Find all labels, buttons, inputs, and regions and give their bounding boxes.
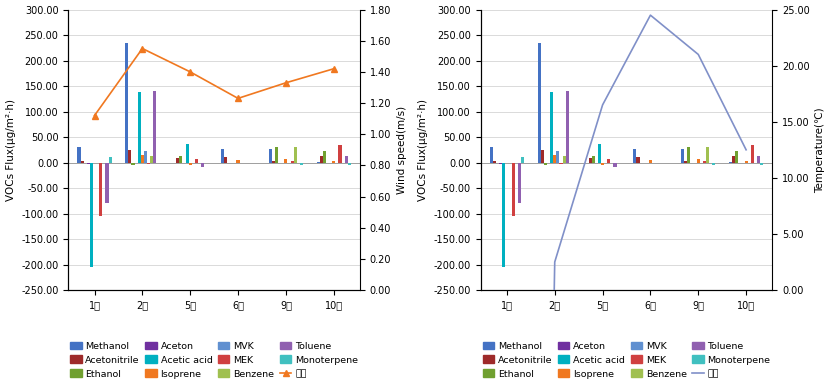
- Bar: [125, 43, 128, 163]
- Bar: [613, 163, 617, 166]
- Bar: [553, 155, 556, 163]
- Bar: [493, 161, 496, 163]
- Y-axis label: VOCs Flux(μg/m²·h): VOCs Flux(μg/m²·h): [418, 99, 428, 201]
- Bar: [128, 150, 131, 163]
- Bar: [138, 92, 140, 163]
- Bar: [538, 43, 541, 163]
- Bar: [179, 156, 183, 163]
- Bar: [502, 163, 505, 267]
- Bar: [300, 163, 303, 165]
- Y-axis label: VOCs Flux(μg/m²·h): VOCs Flux(μg/m²·h): [6, 99, 16, 201]
- Bar: [237, 160, 239, 163]
- Bar: [518, 163, 521, 203]
- Bar: [563, 156, 566, 163]
- Y-axis label: Temperature(℃): Temperature(℃): [815, 107, 825, 193]
- Bar: [541, 150, 543, 163]
- Bar: [140, 155, 144, 163]
- Bar: [106, 163, 109, 203]
- Bar: [176, 158, 179, 163]
- Bar: [194, 159, 198, 163]
- Bar: [543, 163, 547, 165]
- Bar: [323, 151, 326, 163]
- Bar: [345, 156, 347, 163]
- Bar: [757, 156, 760, 163]
- Bar: [109, 158, 111, 163]
- Bar: [588, 158, 592, 163]
- Bar: [681, 149, 684, 163]
- Bar: [566, 91, 568, 163]
- Bar: [703, 161, 706, 163]
- Bar: [153, 91, 156, 163]
- Legend: Methanol, Acetonitrile, Ethanol, Aceton, Acetic acid, Isoprene, MVK, MEK, Benzen: Methanol, Acetonitrile, Ethanol, Aceton,…: [480, 340, 772, 380]
- Bar: [81, 161, 84, 163]
- Bar: [637, 158, 640, 163]
- Bar: [320, 156, 323, 163]
- Bar: [735, 151, 738, 163]
- Bar: [706, 147, 709, 163]
- Bar: [592, 156, 595, 163]
- Bar: [729, 161, 732, 163]
- Bar: [732, 156, 735, 163]
- Bar: [633, 149, 637, 163]
- Bar: [99, 163, 102, 216]
- Legend: Methanol, Acetonitrile, Ethanol, Aceton, Acetic acid, Isoprene, MVK, MEK, Benzen: Methanol, Acetonitrile, Ethanol, Aceton,…: [68, 340, 360, 380]
- Bar: [189, 163, 192, 165]
- Bar: [90, 163, 93, 267]
- Bar: [284, 159, 288, 163]
- Bar: [521, 158, 524, 163]
- Bar: [317, 161, 320, 163]
- Bar: [272, 161, 275, 163]
- Bar: [131, 163, 135, 165]
- Bar: [750, 145, 754, 163]
- Bar: [150, 156, 153, 163]
- Bar: [696, 159, 700, 163]
- Bar: [221, 149, 224, 163]
- Bar: [347, 163, 351, 165]
- Bar: [649, 160, 652, 163]
- Bar: [760, 163, 763, 165]
- Bar: [77, 147, 81, 163]
- Bar: [291, 161, 293, 163]
- Bar: [86, 163, 90, 164]
- Bar: [293, 147, 297, 163]
- Bar: [684, 161, 687, 163]
- Bar: [745, 161, 748, 163]
- Bar: [556, 151, 559, 163]
- Bar: [224, 158, 227, 163]
- Bar: [489, 147, 493, 163]
- Bar: [268, 149, 272, 163]
- Bar: [601, 163, 604, 165]
- Bar: [512, 163, 514, 216]
- Bar: [687, 147, 691, 163]
- Bar: [144, 151, 147, 163]
- Bar: [712, 163, 715, 165]
- Bar: [338, 145, 342, 163]
- Bar: [550, 92, 553, 163]
- Bar: [598, 144, 601, 163]
- Bar: [275, 147, 278, 163]
- Bar: [332, 161, 335, 163]
- Y-axis label: Wind speed(m/s): Wind speed(m/s): [397, 106, 407, 194]
- Bar: [185, 144, 189, 163]
- Bar: [607, 159, 610, 163]
- Bar: [499, 163, 502, 164]
- Bar: [201, 163, 204, 166]
